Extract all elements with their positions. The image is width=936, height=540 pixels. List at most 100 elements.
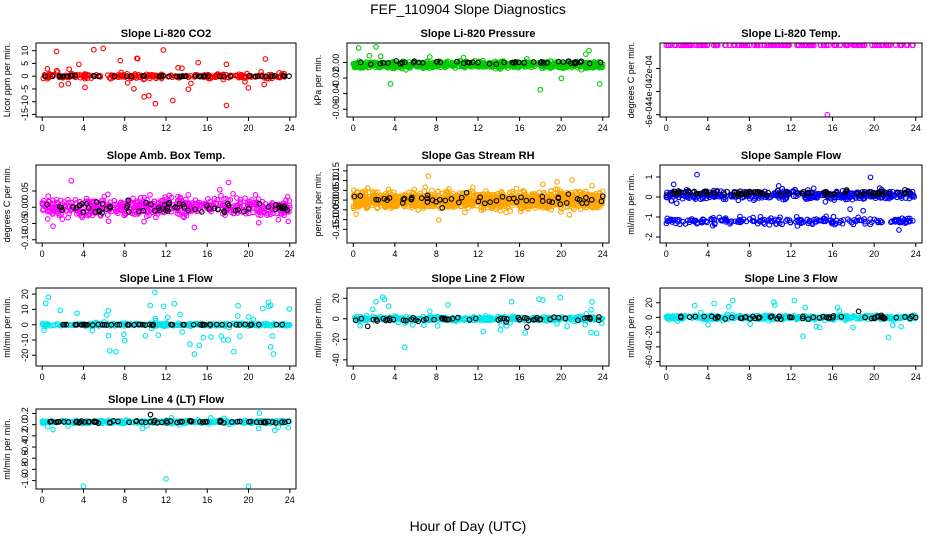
- x-tick-label: 0: [40, 123, 45, 133]
- data-points: [664, 298, 918, 340]
- data-point: [45, 67, 50, 72]
- data-point: [147, 93, 152, 98]
- data-point: [498, 328, 503, 333]
- data-point: [565, 324, 570, 329]
- data-point: [268, 345, 273, 350]
- x-tick-label: 16: [828, 249, 838, 259]
- data-point: [555, 180, 560, 185]
- data-point: [435, 324, 440, 329]
- data-point: [66, 81, 71, 86]
- data-point: [67, 67, 72, 72]
- x-tick-label: 16: [828, 123, 838, 133]
- data-point: [238, 334, 243, 339]
- panel-title: Slope Sample Flow: [741, 150, 842, 162]
- x-tick-label: 12: [161, 123, 171, 133]
- data-point: [73, 198, 78, 203]
- x-tick-label: 8: [747, 249, 752, 259]
- panel-line3: Slope Line 3 Flowml/min per min.0 4 8 12 16 2…: [626, 273, 922, 382]
- x-tick-label: 12: [161, 372, 171, 382]
- data-point: [219, 194, 224, 199]
- data-point: [180, 330, 185, 335]
- x-tick-label: 0: [664, 123, 669, 133]
- y-tick-label: -2e-04: [644, 55, 654, 81]
- data-point: [106, 219, 111, 224]
- data-point: [270, 334, 275, 339]
- panel-line1: Slope Line 1 Flowml/min per min.0 4 8 12 16 2…: [2, 273, 296, 382]
- data-point: [69, 179, 74, 184]
- data-point: [197, 343, 202, 348]
- data-point: [584, 52, 589, 57]
- x-tick-label: 16: [515, 372, 525, 382]
- y-axis-label: ml/min per min.: [2, 296, 12, 358]
- panel-title: Slope Li-820 Temp.: [741, 28, 840, 40]
- data-point: [122, 332, 127, 337]
- data-points: [664, 43, 915, 117]
- data-point: [186, 87, 191, 92]
- y-tick-label: 10: [20, 46, 30, 56]
- data-point: [276, 217, 281, 222]
- data-point: [263, 57, 268, 62]
- y-tick-label: -15: [20, 108, 30, 121]
- data-point: [590, 184, 595, 189]
- x-tick-label: 12: [473, 123, 483, 133]
- x-tick-label: 8: [434, 249, 439, 259]
- data-point: [148, 303, 153, 308]
- x-tick-label: 24: [598, 123, 608, 133]
- data-point: [589, 307, 594, 312]
- data-point: [706, 322, 711, 327]
- x-tick-label: 24: [598, 372, 608, 382]
- data-point: [861, 208, 866, 213]
- data-point: [261, 306, 266, 311]
- data-point: [123, 338, 128, 343]
- data-point: [589, 330, 594, 335]
- x-tick-label: 0: [351, 123, 356, 133]
- data-point: [792, 298, 797, 303]
- data-point: [107, 349, 112, 354]
- x-tick-label: 20: [244, 123, 254, 133]
- y-tick-label: 0.05: [20, 182, 30, 200]
- data-point: [153, 101, 158, 106]
- panel-grid: Slope Li-820 CO2Licor ppm per min.0 4 8 12 1…: [2, 28, 922, 505]
- data-point: [186, 193, 191, 198]
- y-tick-label: 20: [331, 293, 341, 303]
- data-point: [231, 192, 236, 197]
- data-point: [262, 82, 267, 87]
- data-point: [374, 300, 379, 305]
- x-tick-label: 4: [392, 123, 397, 133]
- figure-xlabel: Hour of Day (UTC): [410, 518, 527, 534]
- data-point: [172, 301, 177, 306]
- plot-frame: [660, 165, 922, 243]
- data-point: [192, 352, 197, 357]
- data-point: [165, 315, 170, 320]
- data-point: [287, 307, 292, 312]
- data-point: [430, 188, 435, 193]
- data-point: [695, 172, 700, 177]
- data-point: [156, 333, 161, 338]
- data-point: [776, 184, 781, 189]
- x-tick-label: 20: [869, 249, 879, 259]
- data-point: [541, 182, 546, 187]
- panel-pressure: Slope Li-820 PressurekPa per min.0 4 8 12 16…: [313, 28, 609, 133]
- data-point: [161, 304, 166, 309]
- data-point: [509, 299, 514, 304]
- data-point: [428, 55, 433, 60]
- plot-frame: [347, 43, 609, 117]
- data-point: [559, 76, 564, 81]
- data-point: [286, 219, 291, 224]
- y-axis-label: Licor ppm per min.: [2, 43, 12, 118]
- data-point: [161, 48, 166, 53]
- data-point: [224, 103, 229, 108]
- data-point: [226, 338, 231, 343]
- panel-sampleflow: Slope Sample Flowml/min per min.0 4 8 12 16 2…: [626, 150, 922, 259]
- x-tick-label: 8: [122, 249, 127, 259]
- data-point: [523, 331, 528, 336]
- x-tick-label: 20: [244, 372, 254, 382]
- data-point: [886, 335, 891, 340]
- data-point: [43, 301, 48, 306]
- data-point: [848, 207, 853, 212]
- data-point: [192, 225, 197, 230]
- data-point: [693, 303, 698, 308]
- data-point: [196, 60, 201, 65]
- y-tick-label: 0.00: [20, 198, 30, 216]
- data-point: [224, 62, 229, 67]
